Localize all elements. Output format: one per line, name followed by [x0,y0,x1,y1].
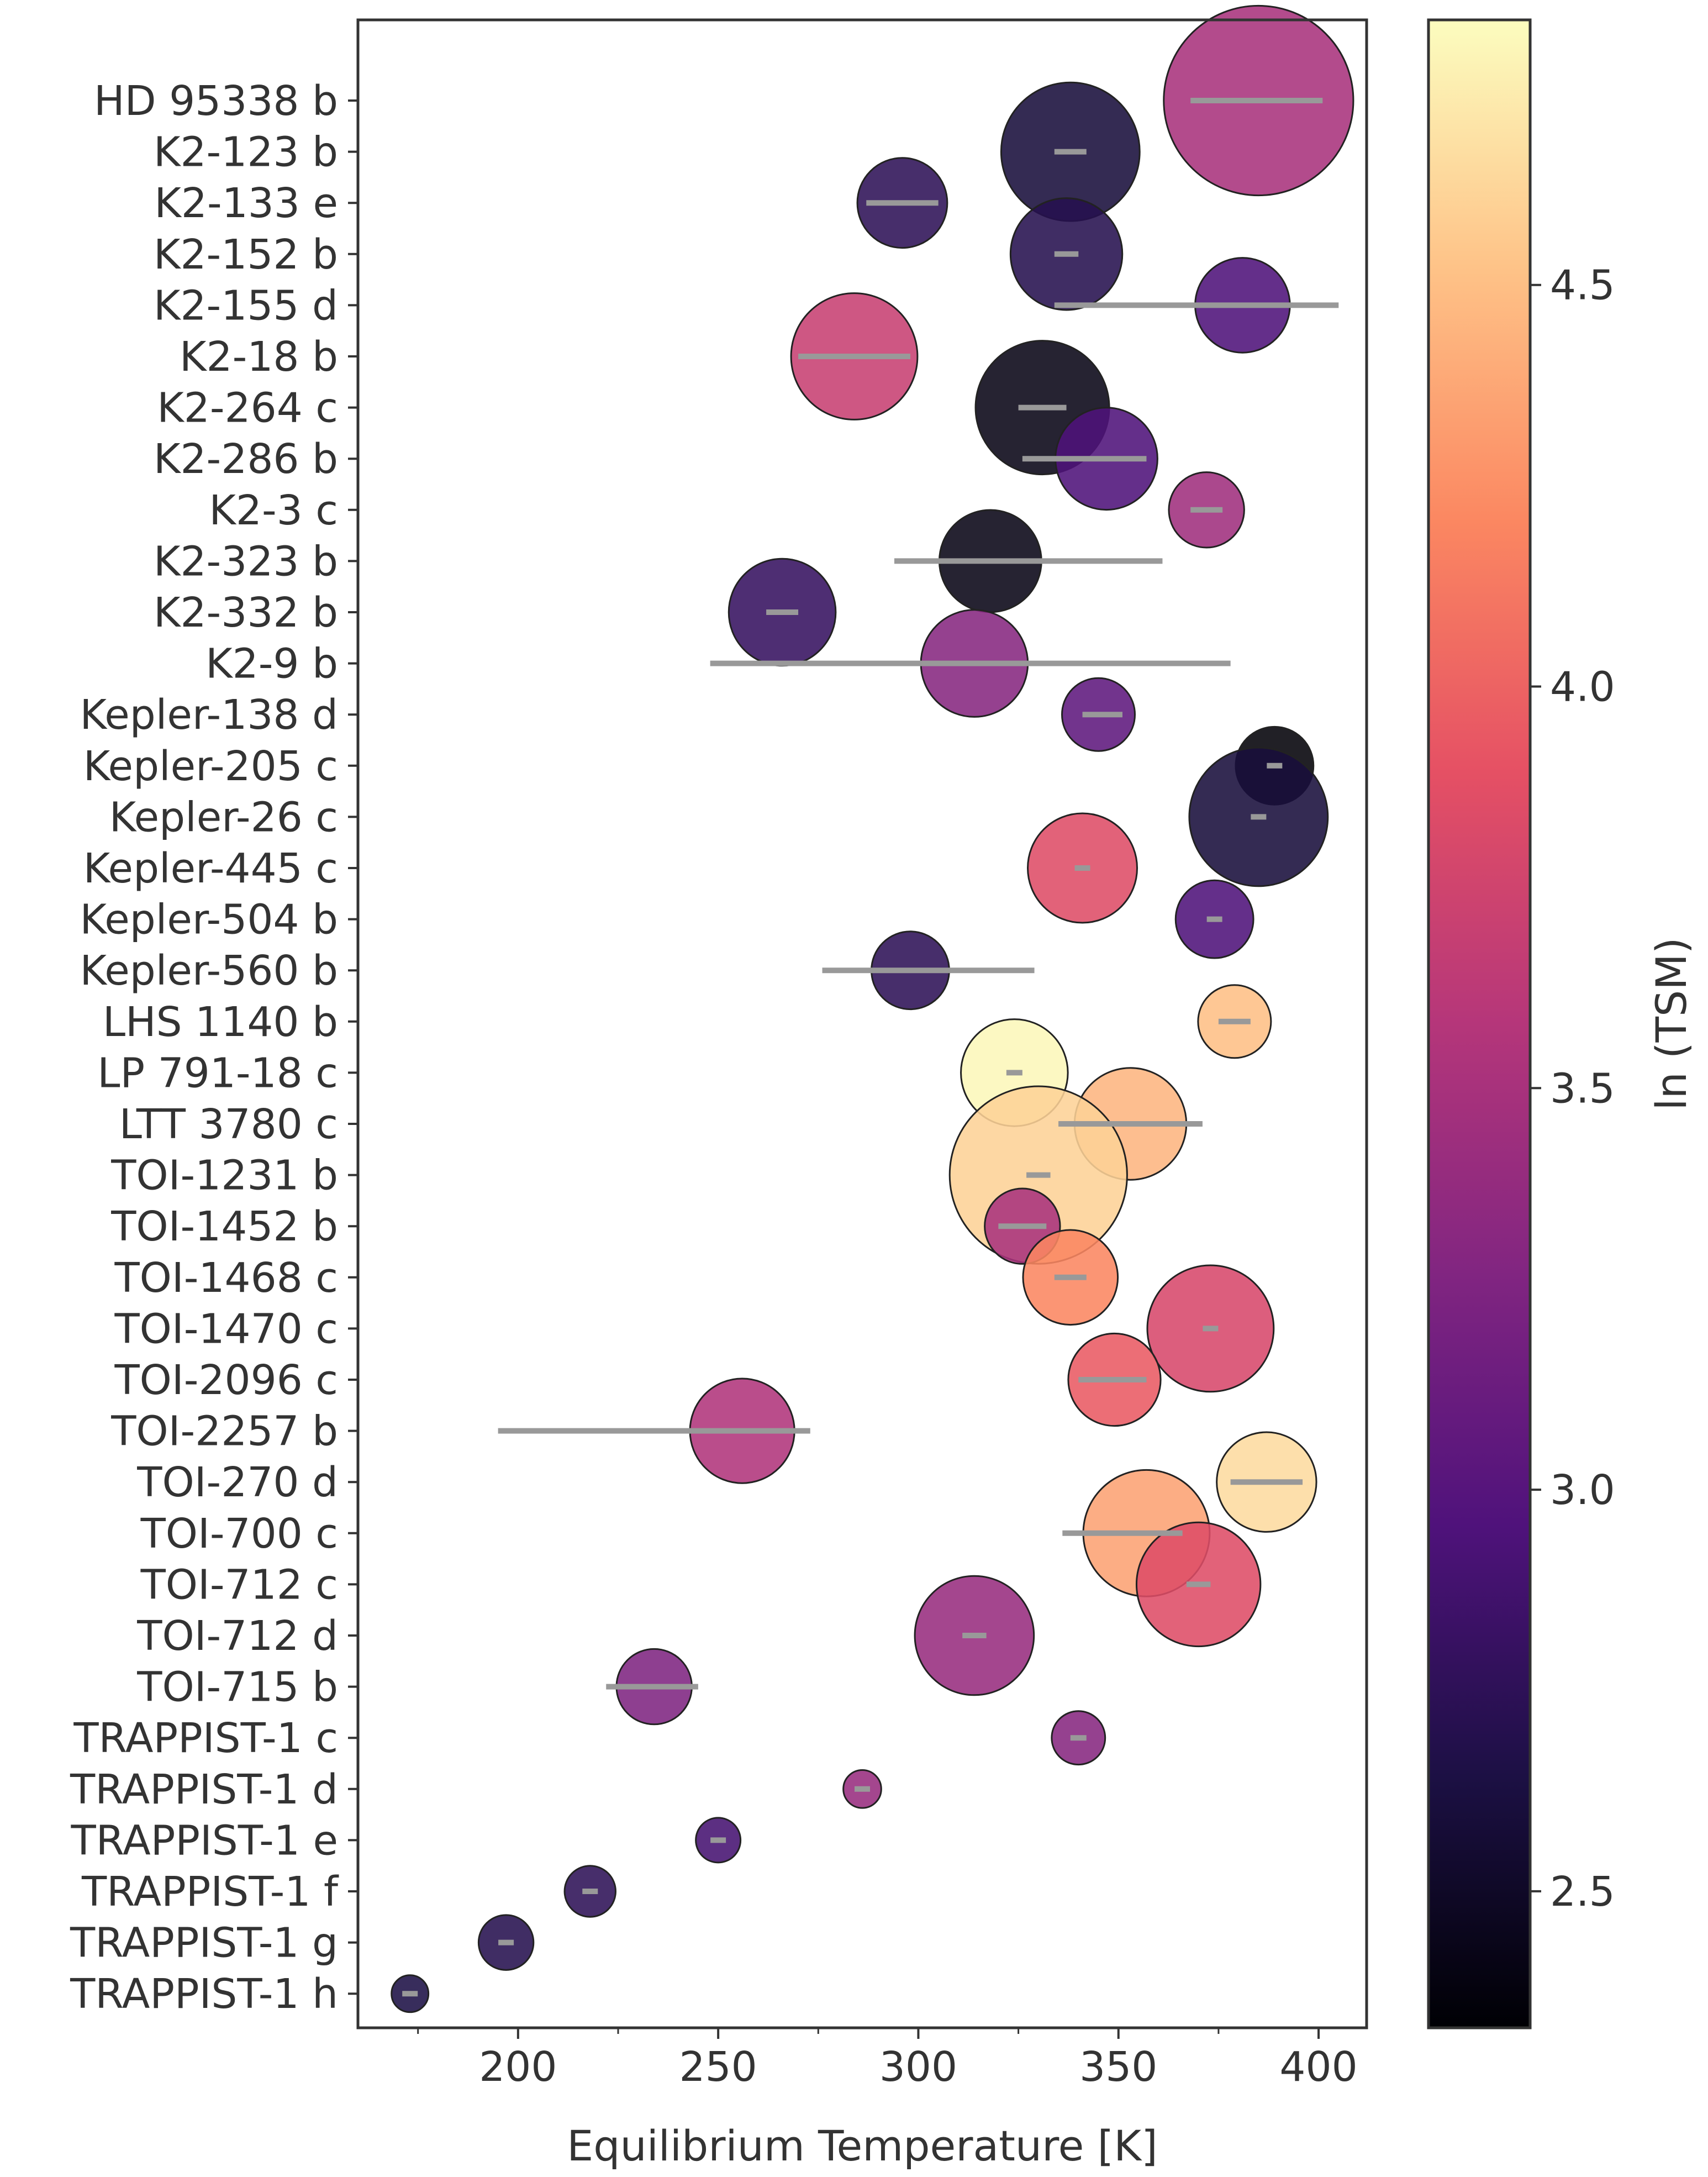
y-tick-label: TRAPPIST-1 c [73,1715,338,1762]
y-tick-label: K2-9 b [205,640,338,688]
y-tick-label: K2-332 b [154,589,338,637]
y-tick-label: K2-323 b [154,538,338,585]
y-tick-label: TOI-700 c [140,1510,338,1558]
colorbar-label: ln (TSM) [1647,938,1696,1111]
y-tick-label: TOI-2257 b [110,1408,338,1455]
y-tick-label: K2-152 b [154,231,338,278]
colorbar-tick-label: 3.0 [1550,1466,1615,1514]
colorbar-tick-label: 4.5 [1550,262,1615,309]
y-tick-label: Kepler-138 d [80,691,338,739]
y-tick-label: TRAPPIST-1 e [70,1817,338,1864]
y-tick-label: TOI-712 c [140,1561,338,1608]
y-tick-label: TOI-715 b [136,1664,338,1711]
colorbar-frame [1427,18,1532,2029]
plot-frame [356,18,1368,2029]
y-tick-label: TOI-1452 b [110,1203,338,1250]
y-tick-label: K2-123 b [154,129,338,176]
y-tick-label: Kepler-205 c [83,743,338,790]
colorbar-tick-label: 4.0 [1550,663,1615,711]
y-tick-label: TOI-270 d [136,1459,338,1506]
y-tick-label: Kepler-504 b [80,896,338,944]
x-tick-label: 300 [879,2043,957,2091]
y-tick-label: TRAPPIST-1 g [70,1920,338,1967]
y-tick-label: TRAPPIST-1 h [70,1970,338,2018]
colorbar: 2.5 3.0 3.5 4.0 4.5 ln (TSM) [1427,18,1696,2029]
y-tick-label: K2-264 c [157,385,338,432]
y-tick-label: K2-133 e [154,180,338,227]
colorbar-ticks: 2.5 3.0 3.5 4.0 4.5 [1530,262,1615,1916]
plot-marks [391,4,1354,2013]
y-axis: HD 95338 bK2-123 bK2-133 eK2-152 bK2-155… [70,77,358,2018]
x-axis: 200 250 300 350 400 [417,2028,1358,2091]
y-tick-label: TRAPPIST-1 f [81,1868,339,1916]
y-tick-label: LTT 3780 c [119,1101,338,1148]
y-tick-label: Kepler-26 c [109,793,338,841]
y-tick-label: K2-3 c [209,487,338,534]
y-tick-label: K2-155 d [154,282,338,329]
y-tick-label: K2-286 b [154,435,338,483]
y-tick-label: K2-18 b [180,333,338,381]
y-tick-label: TOI-1231 b [110,1152,338,1200]
y-tick-label: TOI-1470 c [114,1305,338,1353]
colorbar-tick-label: 3.5 [1550,1065,1615,1112]
x-tick-label: 250 [679,2043,757,2091]
x-tick-label: 400 [1279,2043,1357,2091]
y-tick-label: TOI-2096 c [114,1356,338,1404]
y-tick-label: HD 95338 b [94,77,338,125]
y-tick-label: Kepler-560 b [80,947,338,995]
y-tick-label: TRAPPIST-1 d [70,1766,338,1813]
y-tick-label: TOI-712 d [136,1612,338,1660]
y-tick-label: Kepler-445 c [83,845,338,892]
y-tick-label: LHS 1140 b [103,998,338,1046]
y-tick-label: LP 791-18 c [97,1049,338,1097]
x-axis-label: Equilibrium Temperature [K] [567,2121,1157,2170]
colorbar-gradient [1428,20,1530,2028]
x-tick-label: 200 [479,2043,557,2091]
y-tick-label: TOI-1468 c [114,1254,338,1302]
colorbar-tick-label: 2.5 [1550,1868,1615,1916]
x-tick-label: 350 [1079,2043,1157,2091]
